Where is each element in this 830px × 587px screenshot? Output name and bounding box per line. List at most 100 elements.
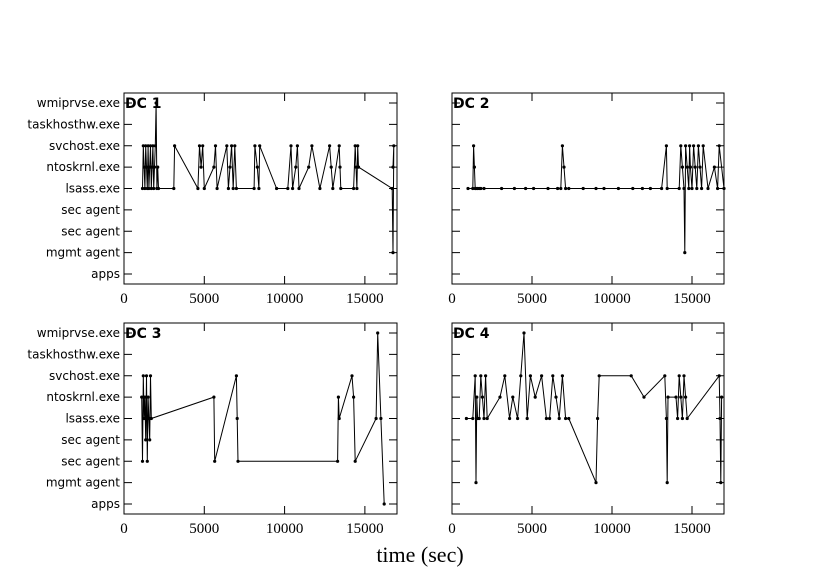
data-point <box>674 395 678 399</box>
data-point <box>215 186 219 191</box>
data-point <box>390 186 394 191</box>
data-point <box>665 481 669 485</box>
data-point <box>376 331 380 335</box>
data-point <box>472 165 476 169</box>
data-point <box>464 416 468 421</box>
data-point <box>310 144 314 148</box>
data-point <box>528 374 533 378</box>
data-point <box>471 186 475 191</box>
data-point <box>352 395 356 399</box>
x-tick-label: 5000 <box>517 291 547 307</box>
data-point <box>144 144 148 148</box>
data-point <box>291 186 295 191</box>
data-point <box>557 416 561 421</box>
x-tick-label: 15000 <box>673 291 711 307</box>
data-point <box>665 186 669 191</box>
panel-dc-2: 0 5000 10000 15000 DC 2 <box>448 92 726 307</box>
data-point <box>524 186 528 191</box>
data-point <box>172 186 176 191</box>
data-point <box>226 186 230 191</box>
data-point <box>234 374 238 378</box>
data-point <box>511 395 515 399</box>
data-point <box>213 459 217 463</box>
data-point <box>231 186 235 191</box>
data-point <box>331 186 335 191</box>
data-point <box>664 416 669 421</box>
y-category-label: svchost.exe <box>49 369 120 383</box>
data-point <box>173 144 177 148</box>
data-point <box>660 186 664 191</box>
data-point <box>258 144 262 148</box>
data-point <box>477 416 481 421</box>
y-category-label: mgmt agent <box>46 246 120 260</box>
data-point <box>140 459 145 463</box>
data-point <box>567 186 571 191</box>
data-point <box>197 144 202 148</box>
data-point <box>141 374 145 378</box>
panel-title: DC 4 <box>453 326 490 342</box>
data-point <box>336 395 340 399</box>
data-point <box>233 144 237 148</box>
data-point <box>144 374 149 378</box>
x-tick-label: 15000 <box>673 521 711 537</box>
y-category-label: taskhosthw.exe <box>27 347 120 361</box>
data-point <box>498 395 502 399</box>
data-point <box>353 459 357 463</box>
series-line <box>142 102 395 253</box>
data-point <box>154 101 158 105</box>
data-point <box>353 144 357 148</box>
series-line <box>468 145 725 253</box>
x-tick-label: 10000 <box>266 291 304 307</box>
data-point <box>474 481 478 485</box>
data-point <box>479 186 483 191</box>
data-point <box>379 416 383 421</box>
data-point <box>564 416 568 421</box>
data-point <box>328 144 332 148</box>
x-tick-label: 10000 <box>593 521 631 537</box>
y-category-label: sec agent <box>61 454 120 468</box>
data-point <box>230 144 234 148</box>
data-point <box>392 144 396 148</box>
data-point <box>597 374 601 378</box>
y-category-label: lsass.exe <box>65 182 120 196</box>
data-point <box>485 416 489 421</box>
y-category-label: ntoskrnl.exe <box>46 390 120 404</box>
data-point <box>480 395 484 399</box>
y-category-label: sec agent <box>61 224 120 238</box>
data-point <box>156 186 161 191</box>
data-point <box>338 165 342 169</box>
data-point <box>149 416 153 421</box>
data-point <box>356 144 360 148</box>
data-point <box>318 186 322 191</box>
data-point <box>350 374 354 378</box>
data-point <box>337 416 341 421</box>
data-point <box>212 395 216 399</box>
data-point <box>688 165 693 169</box>
data-point <box>712 165 717 169</box>
data-point <box>684 144 688 148</box>
data-point <box>594 481 598 485</box>
data-point <box>307 165 311 169</box>
x-tick-label: 15000 <box>346 521 384 537</box>
data-point <box>676 416 680 421</box>
data-point <box>663 374 667 378</box>
series-line <box>141 332 385 505</box>
data-point <box>156 165 160 169</box>
data-point <box>146 395 150 399</box>
y-category-label: ntoskrnl.exe <box>46 160 120 174</box>
data-point <box>482 416 486 421</box>
data-point <box>356 165 361 169</box>
data-point <box>354 165 358 169</box>
data-point <box>382 502 386 506</box>
data-point <box>336 459 340 463</box>
x-tick-label: 0 <box>448 521 456 537</box>
data-point <box>142 165 146 169</box>
y-category-label: wmiprvse.exe <box>37 326 120 340</box>
series-line <box>466 332 723 483</box>
data-point <box>147 186 151 191</box>
data-point <box>560 374 565 378</box>
data-point <box>500 186 504 191</box>
data-point <box>640 186 645 191</box>
data-point <box>152 186 156 191</box>
data-point <box>556 186 560 191</box>
